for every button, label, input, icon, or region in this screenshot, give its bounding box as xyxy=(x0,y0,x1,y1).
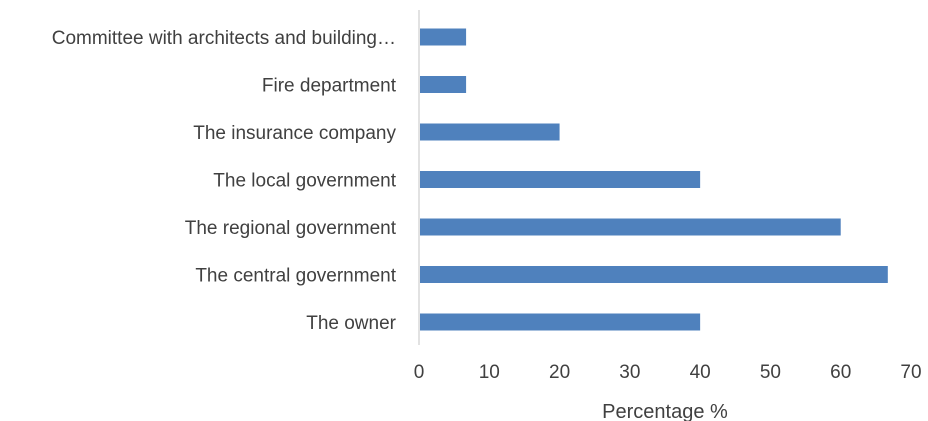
bar xyxy=(420,218,841,236)
bar xyxy=(420,76,467,93)
category-label: The regional government xyxy=(185,218,397,239)
x-tick-label: 70 xyxy=(900,362,921,383)
category-label: The central government xyxy=(195,266,396,287)
bar xyxy=(420,123,560,141)
x-tick-label: 20 xyxy=(549,362,570,383)
bar-group xyxy=(420,28,888,331)
bar xyxy=(420,313,701,331)
category-label: The insurance company xyxy=(193,123,396,144)
x-axis-title: Percentage % xyxy=(602,401,728,421)
x-tick-labels: 0 10 20 30 40 50 60 70 xyxy=(414,362,922,383)
category-label: Committee with architects and building… xyxy=(52,28,396,49)
category-label: The owner xyxy=(306,313,396,334)
bar xyxy=(420,266,888,283)
category-label: The local government xyxy=(213,171,396,192)
x-tick-label: 40 xyxy=(690,362,711,383)
category-labels: Committee with architects and building… F… xyxy=(52,28,397,334)
bar xyxy=(420,171,701,188)
x-tick-label: 30 xyxy=(619,362,640,383)
x-tick-label: 50 xyxy=(760,362,781,383)
x-tick-label: 60 xyxy=(830,362,851,383)
x-tick-label: 0 xyxy=(414,362,425,383)
category-label: Fire department xyxy=(262,76,397,97)
x-tick-label: 10 xyxy=(479,362,500,383)
bar xyxy=(420,28,467,46)
